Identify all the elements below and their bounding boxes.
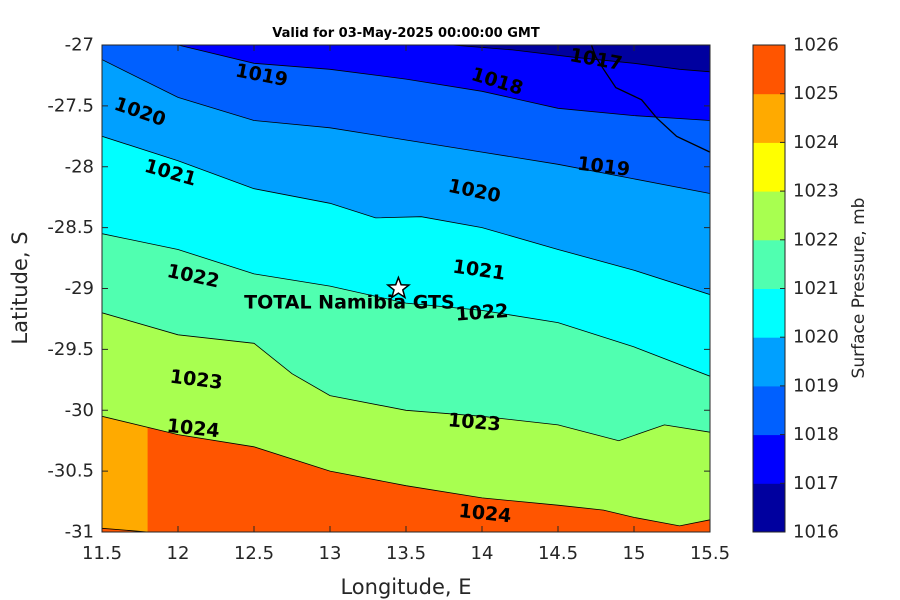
y-tick-label: -30 <box>65 400 94 421</box>
colorbar-segment <box>753 239 785 289</box>
isobar-labels: 1017101810191019102010201021102110221022… <box>111 44 631 527</box>
isobar-line <box>102 135 710 295</box>
x-tick-label: 11.5 <box>82 543 122 564</box>
isobar-line <box>102 527 148 532</box>
colorbar-tick-label: 1018 <box>793 424 839 445</box>
colorbar-tick-label: 1022 <box>793 229 839 250</box>
site-marker-group: TOTAL Namibia GTS <box>244 275 455 314</box>
x-tick-label: 12.5 <box>234 543 274 564</box>
colorbar-tick-label: 1016 <box>793 522 839 543</box>
colorbar-segment <box>753 483 785 533</box>
colorbar-segment <box>753 434 785 484</box>
colorbar: 1026 1025 1024 1023 1022 1021 1020 1019 1018 1017… <box>752 35 839 543</box>
isobar-line <box>102 312 710 442</box>
colorbar-tick-label: 1017 <box>793 473 839 494</box>
isobar-label: 1023 <box>447 409 502 436</box>
site-label: TOTAL Namibia GTS <box>244 292 455 314</box>
x-tick-label: 13 <box>319 543 342 564</box>
colorbar-segment <box>753 337 785 387</box>
colorbar-label: Surface Pressure, mb <box>849 198 869 379</box>
colorbar-tick-label: 1023 <box>793 181 839 202</box>
isobar-line <box>102 59 710 194</box>
colorbar-tick-label: 1021 <box>793 278 839 299</box>
isobar-lines <box>102 45 710 532</box>
colorbar-tick-label: 1019 <box>793 375 839 396</box>
y-tick-label: -28 <box>65 156 94 177</box>
y-tick-label: -29.5 <box>47 339 94 360</box>
pressure-band <box>178 45 710 121</box>
colorbar-tick-label: 1020 <box>793 327 839 348</box>
colorbar-segment <box>753 385 785 436</box>
x-axis: 11.5 12 12.5 13 13.5 14 14.5 15 15.5 <box>82 45 730 564</box>
colorbar-segment <box>753 45 785 95</box>
x-axis-label: Longitude, E <box>340 575 471 599</box>
pressure-fills <box>102 45 710 532</box>
coastline <box>590 45 710 153</box>
isobar-label: 1024 <box>166 415 221 442</box>
colorbar-segment <box>753 191 785 241</box>
isobar-line <box>451 45 710 73</box>
x-tick-label: 14 <box>471 543 494 564</box>
isobar-line <box>102 233 710 377</box>
x-tick-label: 15 <box>623 543 646 564</box>
x-tick-label: 15.5 <box>690 543 730 564</box>
colorbar-tick-label: 1025 <box>793 83 839 104</box>
chart-title: Valid for 03-May-2025 00:00:00 GMT <box>272 26 540 41</box>
isobar-label: 1022 <box>455 300 509 326</box>
y-tick-label: -31 <box>65 522 94 543</box>
plot-area <box>102 45 710 532</box>
isobar-line <box>102 415 710 527</box>
isobar-label: 1024 <box>458 500 513 527</box>
site-star-icon <box>385 275 411 300</box>
x-tick-label: 12 <box>167 543 190 564</box>
y-tick-label: -27.5 <box>47 95 94 116</box>
x-tick-label: 14.5 <box>538 543 578 564</box>
colorbar-segment <box>753 93 785 143</box>
y-tick-label: -30.5 <box>47 461 94 482</box>
y-axis: -27 -27.5 -28 -28.5 -29 -29.5 -30 -30.5 -31 <box>47 35 710 543</box>
colorbar-tick-label: 1024 <box>793 132 839 153</box>
colorbar-tick-label: 1026 <box>793 35 839 56</box>
x-tick-label: 13.5 <box>386 543 426 564</box>
y-tick-label: -28.5 <box>47 217 94 238</box>
y-tick-label: -29 <box>65 278 94 299</box>
colorbar-segment <box>753 288 785 338</box>
y-axis-label: Latitude, S <box>8 231 32 344</box>
colorbar-segment <box>753 142 785 192</box>
y-tick-label: -27 <box>65 35 94 56</box>
pressure-band <box>451 45 710 72</box>
isobar-line <box>177 45 710 121</box>
